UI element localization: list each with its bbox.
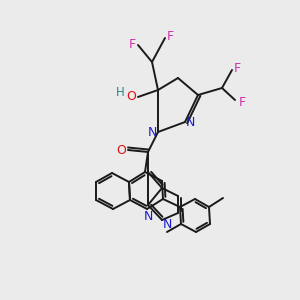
Text: O: O [116,143,126,157]
Text: F: F [128,38,136,50]
Text: N: N [185,116,195,130]
Text: O: O [126,91,136,103]
Text: N: N [162,218,172,230]
Text: N: N [147,127,157,140]
Text: F: F [167,31,174,44]
Text: F: F [233,61,241,74]
Text: H: H [116,86,124,100]
Text: F: F [238,95,246,109]
Text: N: N [143,209,153,223]
